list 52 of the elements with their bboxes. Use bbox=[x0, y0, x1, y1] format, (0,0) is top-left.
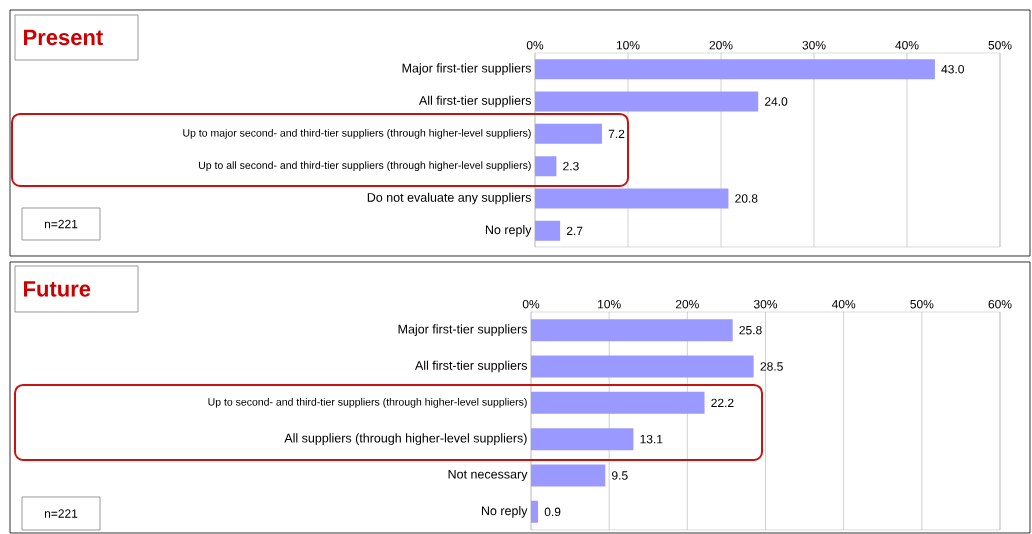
x-tick-label: 20% bbox=[709, 40, 733, 50]
y-tick-label: Not necessary bbox=[448, 469, 528, 482]
y-tick-label: Up to all second- and third-tier suppliers (through higher-level suppliers) bbox=[199, 161, 531, 172]
bar bbox=[531, 391, 705, 414]
bar bbox=[535, 220, 561, 241]
bar bbox=[531, 428, 634, 451]
data-label: 20.8 bbox=[735, 194, 758, 203]
data-label: 28.5 bbox=[760, 362, 783, 371]
text: Present bbox=[24, 29, 103, 46]
x-tick-label: 0% bbox=[526, 40, 544, 50]
data-label: 0.9 bbox=[544, 507, 561, 517]
x-tick-label: 0% bbox=[522, 299, 540, 309]
y-tick-label: Up to second- and third-tier suppliers (through higher-level suppliers) bbox=[208, 397, 527, 408]
data-label: 24.0 bbox=[765, 97, 788, 106]
bar bbox=[535, 188, 729, 209]
text: Future bbox=[24, 281, 91, 297]
x-tick-label: 10% bbox=[598, 299, 621, 309]
data-label: 22.2 bbox=[711, 398, 734, 408]
x-tick-label: 30% bbox=[802, 40, 826, 50]
y-tick-label: Major first-tier suppliers bbox=[398, 324, 527, 336]
data-label: 9.5 bbox=[612, 471, 628, 480]
bar bbox=[531, 355, 754, 378]
data-label: 2.7 bbox=[566, 226, 583, 236]
y-tick-label: All first-tier suppliers bbox=[414, 360, 527, 373]
x-tick-label: 20% bbox=[675, 299, 699, 309]
y-tick-label: All suppliers (through higher-level suppliers) bbox=[284, 433, 527, 445]
x-tick-label: 50% bbox=[910, 299, 934, 309]
bar bbox=[535, 59, 935, 80]
data-label: 7.2 bbox=[608, 129, 625, 139]
y-tick-label: All first-tier suppliers bbox=[418, 95, 531, 108]
data-label: 43.0 bbox=[941, 64, 964, 74]
bar bbox=[531, 319, 733, 342]
x-tick-label: 50% bbox=[988, 40, 1012, 50]
bar bbox=[535, 156, 557, 177]
text: n=221 bbox=[44, 509, 78, 518]
bar bbox=[531, 464, 606, 487]
x-tick-label: 30% bbox=[753, 299, 778, 309]
text: n=221 bbox=[44, 219, 78, 229]
y-tick-label: Major first-tier suppliers bbox=[402, 63, 531, 75]
data-label: 25.8 bbox=[739, 325, 762, 335]
bar bbox=[535, 123, 602, 144]
y-tick-label: No reply bbox=[481, 505, 528, 518]
x-tick-label: 40% bbox=[895, 40, 919, 50]
y-tick-label: Up to major second- and third-tier suppliers (through higher-level suppliers) bbox=[183, 128, 531, 139]
x-tick-label: 10% bbox=[616, 40, 640, 50]
data-label: 13.1 bbox=[640, 434, 663, 444]
y-tick-label: No reply bbox=[485, 224, 532, 237]
x-tick-label: 40% bbox=[831, 299, 856, 309]
y-tick-label: Do not evaluate any suppliers bbox=[367, 192, 531, 205]
data-label: 2.3 bbox=[563, 161, 579, 171]
bar bbox=[535, 91, 759, 112]
x-tick-label: 60% bbox=[988, 299, 1012, 309]
